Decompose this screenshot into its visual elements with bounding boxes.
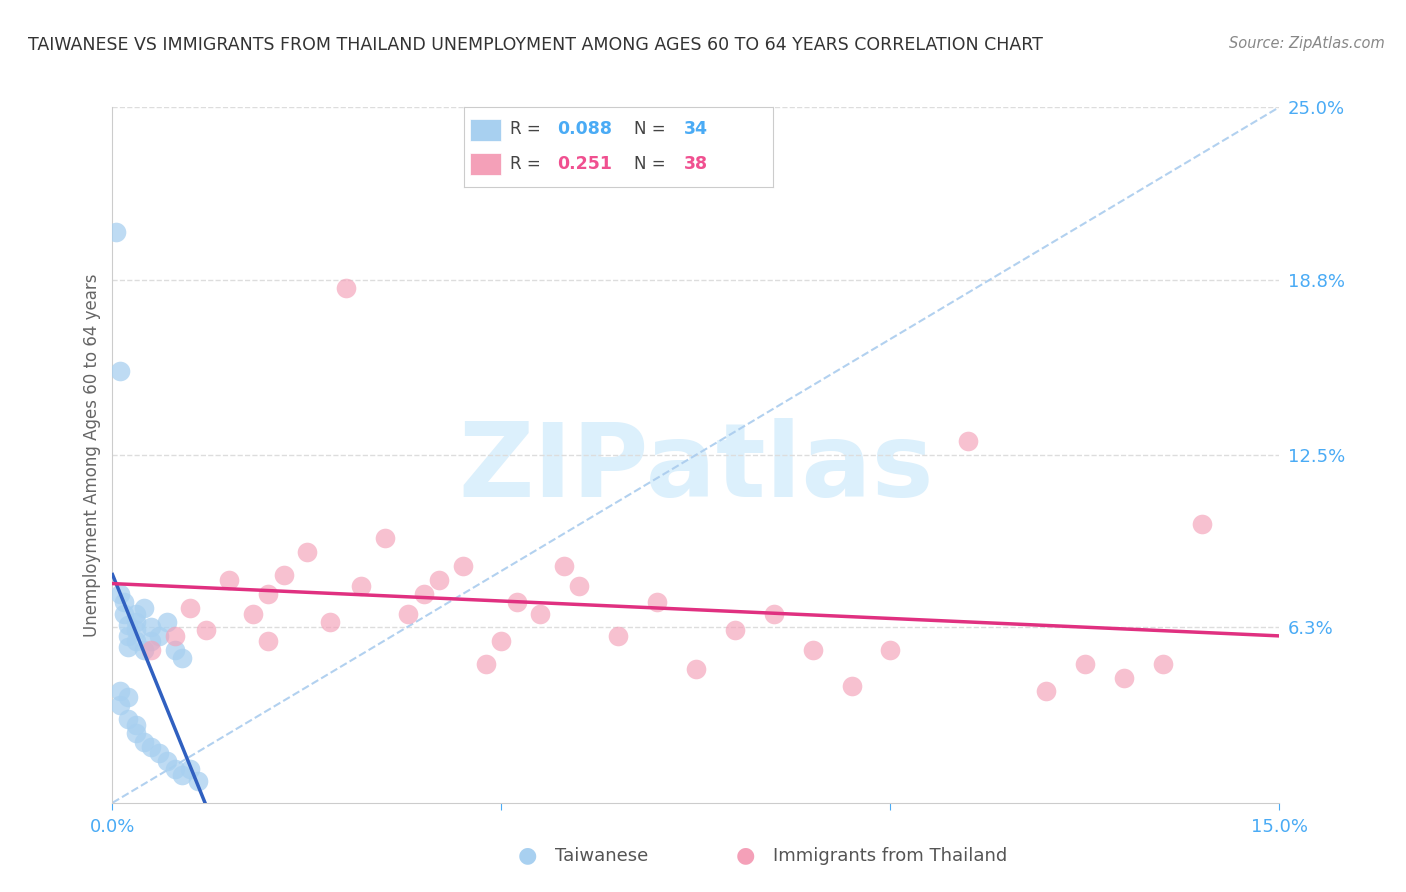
Point [163, 642, 186, 657]
Point [187, 773, 209, 788]
Point [172, 651, 194, 665]
Point [125, 607, 148, 621]
Point [957, 434, 980, 448]
Text: R =: R = [510, 120, 547, 138]
Point [335, 281, 357, 295]
Point [1035, 684, 1057, 698]
Point [879, 642, 901, 657]
Point [110, 698, 132, 713]
Point [1074, 657, 1097, 671]
Text: Taiwanese: Taiwanese [555, 847, 648, 865]
Point [179, 601, 201, 615]
Point [412, 587, 434, 601]
Point [179, 763, 201, 777]
Point [117, 712, 139, 726]
Point [506, 595, 529, 609]
Text: 38: 38 [683, 155, 707, 173]
Point [257, 587, 280, 601]
Text: ZIPatlas: ZIPatlas [458, 418, 934, 519]
Point [257, 634, 280, 648]
Text: Immigrants from Thailand: Immigrants from Thailand [773, 847, 1008, 865]
Text: Source: ZipAtlas.com: Source: ZipAtlas.com [1229, 36, 1385, 51]
Point [553, 559, 575, 574]
Point [163, 763, 186, 777]
Point [295, 545, 318, 559]
Point [117, 640, 139, 654]
Point [194, 624, 217, 638]
Point [112, 607, 135, 621]
Point [607, 629, 630, 643]
Text: 34: 34 [683, 120, 707, 138]
Point [110, 684, 132, 698]
Point [319, 615, 342, 629]
Point [141, 740, 163, 755]
Point [132, 734, 155, 748]
Point [1112, 671, 1135, 685]
Point [125, 718, 148, 732]
Point [350, 579, 373, 593]
Point [105, 225, 128, 239]
Point [125, 624, 148, 638]
Point [112, 595, 135, 609]
Point [762, 607, 785, 621]
Point [529, 607, 551, 621]
Point [141, 620, 163, 634]
Point [396, 607, 419, 621]
Point [645, 595, 668, 609]
Point [427, 573, 450, 587]
Text: ●: ● [735, 846, 755, 865]
Point [1191, 517, 1213, 532]
Text: N =: N = [634, 155, 671, 173]
Point [125, 726, 148, 740]
Point [491, 634, 513, 648]
Point [451, 559, 474, 574]
Point [156, 754, 179, 768]
Point [163, 629, 186, 643]
Point [242, 607, 264, 621]
Point [117, 629, 139, 643]
Bar [470, 153, 501, 175]
Text: 0.088: 0.088 [557, 120, 612, 138]
Point [724, 624, 747, 638]
Point [125, 615, 148, 629]
Point [273, 567, 295, 582]
Point [132, 642, 155, 657]
Text: N =: N = [634, 120, 671, 138]
Text: 0.251: 0.251 [557, 155, 612, 173]
Point [148, 746, 170, 760]
Point [685, 662, 707, 676]
Point [568, 579, 591, 593]
Point [125, 634, 148, 648]
Point [475, 657, 498, 671]
Point [148, 629, 170, 643]
Point [841, 679, 863, 693]
Point [801, 642, 824, 657]
Point [156, 615, 179, 629]
Point [141, 634, 163, 648]
Text: ●: ● [517, 846, 537, 865]
Y-axis label: Unemployment Among Ages 60 to 64 years: Unemployment Among Ages 60 to 64 years [83, 273, 101, 637]
Point [110, 587, 132, 601]
Point [117, 617, 139, 632]
Point [172, 768, 194, 782]
Point [132, 601, 155, 615]
Text: R =: R = [510, 155, 547, 173]
Point [117, 690, 139, 704]
Point [1152, 657, 1174, 671]
Point [141, 642, 163, 657]
Bar [470, 119, 501, 141]
Text: TAIWANESE VS IMMIGRANTS FROM THAILAND UNEMPLOYMENT AMONG AGES 60 TO 64 YEARS COR: TAIWANESE VS IMMIGRANTS FROM THAILAND UN… [28, 36, 1043, 54]
Point [110, 364, 132, 378]
Point [218, 573, 240, 587]
Point [374, 532, 396, 546]
